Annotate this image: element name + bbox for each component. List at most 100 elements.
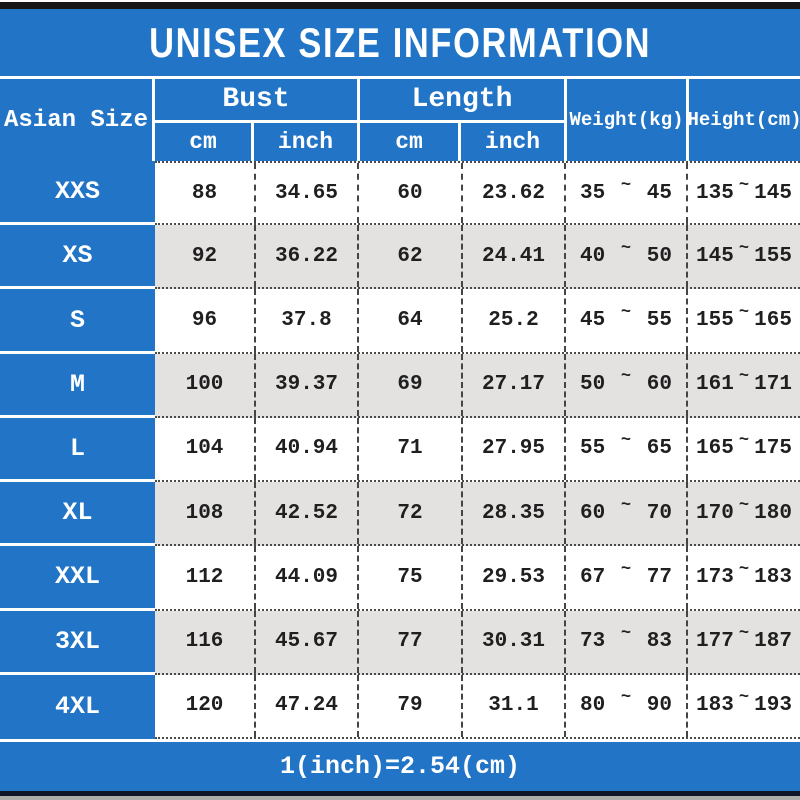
weight-max: 65 <box>646 437 672 461</box>
tilde-glyph: ~ <box>620 559 632 579</box>
weight-max: 90 <box>646 694 672 718</box>
height-range-cell: 165 ~ 175 <box>686 417 800 481</box>
height-range-cell: 170 ~ 180 <box>686 482 800 545</box>
tilde-glyph: ~ <box>620 688 632 708</box>
tilde-glyph: ~ <box>738 238 750 258</box>
bust-subheaders: cm inch <box>155 123 357 161</box>
length-inch-cell: 29.53 <box>461 546 564 609</box>
height-range-cell: 135 ~ 145 <box>686 163 800 224</box>
tilde-glyph: ~ <box>738 303 750 323</box>
length-cm-cell: 79 <box>357 674 461 737</box>
height-max: 180 <box>754 501 792 525</box>
length-cm-cell: 64 <box>357 289 461 352</box>
size-cell: 3XL <box>0 610 155 675</box>
length-inch-cell: 25.2 <box>461 289 564 352</box>
table-row-m: M 100 39.37 69 27.17 50 ~ 60 161 ~ 171 <box>0 353 800 418</box>
size-cell: 4XL <box>0 674 155 739</box>
tilde-glyph: ~ <box>620 431 632 451</box>
table-body: XXS 88 34.65 60 23.62 35 ~ 45 135 ~ 145 … <box>0 161 800 739</box>
weight-range-cell: 67 ~ 77 <box>564 546 686 609</box>
tilde-glyph: ~ <box>738 559 750 579</box>
height-max: 155 <box>754 244 792 268</box>
height-max: 187 <box>754 630 792 654</box>
column-header-weight: Weight(kg) <box>564 79 686 161</box>
bust-cm-cell: 88 <box>191 181 218 205</box>
size-cell: XXL <box>0 546 155 611</box>
height-max: 145 <box>754 181 792 205</box>
height-range-cell: 155 ~ 165 <box>686 289 800 352</box>
height-min: 183 <box>696 694 734 718</box>
row-values: 120 47.24 79 31.1 80 ~ 90 183 ~ 193 <box>155 674 800 739</box>
column-header-bust: Bust <box>155 79 357 123</box>
weight-range-cell: 80 ~ 90 <box>564 674 686 737</box>
title-band: UNISEX SIZE INFORMATION <box>0 9 800 76</box>
height-min: 165 <box>696 437 734 461</box>
tilde-glyph: ~ <box>738 495 750 515</box>
weight-min: 67 <box>580 565 606 589</box>
bust-inch-cell: 45.67 <box>254 610 357 673</box>
height-range-cell: 145 ~ 155 <box>686 225 800 288</box>
weight-max: 50 <box>646 244 672 268</box>
table-row-l: L 104 40.94 71 27.95 55 ~ 65 165 ~ 175 <box>0 417 800 483</box>
size-cell: XL <box>0 482 155 547</box>
weight-range-cell: 35 ~ 45 <box>564 163 686 224</box>
subheader-length-inch: inch <box>484 129 541 155</box>
length-cm-cell: 60 <box>357 163 461 224</box>
height-min: 155 <box>696 309 734 333</box>
length-cm-cell: 77 <box>357 610 461 673</box>
length-cm-cell: 62 <box>357 225 461 288</box>
tilde-glyph: ~ <box>620 303 632 323</box>
title-header-divider <box>0 76 800 79</box>
column-group-length: Length cm inch <box>357 79 564 161</box>
bust-cm-cell: 96 <box>191 309 218 333</box>
weight-min: 73 <box>580 630 606 654</box>
bust-cm-cell: 108 <box>185 501 224 525</box>
height-min: 161 <box>696 373 734 397</box>
tilde-glyph: ~ <box>738 624 750 644</box>
length-cm-cell: 69 <box>357 353 461 416</box>
weight-max: 60 <box>646 373 672 397</box>
subheader-length-cm: cm <box>360 123 461 161</box>
length-inch-cell: 24.41 <box>461 225 564 288</box>
bust-inch-cell: 37.8 <box>254 289 357 352</box>
length-cm-cell: 71 <box>357 417 461 481</box>
bust-inch-cell: 40.94 <box>254 417 357 481</box>
length-inch-cell: 27.17 <box>461 353 564 416</box>
height-range-cell: 183 ~ 193 <box>686 674 800 737</box>
length-inch-cell: 30.31 <box>461 610 564 673</box>
row-values: 116 45.67 77 30.31 73 ~ 83 177 ~ 187 <box>155 610 800 675</box>
size-cell: XXS <box>0 161 155 226</box>
length-subheaders: cm inch <box>360 123 564 161</box>
height-max: 175 <box>754 437 792 461</box>
top-black-bar <box>0 2 800 9</box>
table-header: Asian Size Bust cm inch Length cm inch W… <box>0 79 800 161</box>
column-header-asian-size: Asian Size <box>0 79 155 161</box>
weight-max: 83 <box>646 630 672 654</box>
bust-inch-cell: 47.24 <box>254 674 357 737</box>
height-max: 165 <box>754 309 792 333</box>
weight-min: 40 <box>580 244 606 268</box>
length-cm-cell: 75 <box>357 546 461 609</box>
table-row-xxs: XXS 88 34.65 60 23.62 35 ~ 45 135 ~ 145 <box>0 161 800 226</box>
bust-cm-cell: 92 <box>191 244 218 268</box>
height-min: 177 <box>696 630 734 654</box>
weight-min: 80 <box>580 694 606 718</box>
height-range-cell: 173 ~ 183 <box>686 546 800 609</box>
table-row-xs: XS 92 36.22 62 24.41 40 ~ 50 145 ~ 155 <box>0 225 800 290</box>
tilde-glyph: ~ <box>738 367 750 387</box>
height-range-cell: 177 ~ 187 <box>686 610 800 673</box>
weight-range-cell: 60 ~ 70 <box>564 482 686 545</box>
bust-cm-cell: 104 <box>185 437 224 461</box>
weight-max: 77 <box>646 565 672 589</box>
height-range-cell: 161 ~ 171 <box>686 353 800 416</box>
row-values: 112 44.09 75 29.53 67 ~ 77 173 ~ 183 <box>155 546 800 611</box>
length-inch-cell: 27.95 <box>461 417 564 481</box>
bust-cm-cell: 112 <box>185 565 224 589</box>
table-row-4xl: 4XL 120 47.24 79 31.1 80 ~ 90 183 ~ 193 <box>0 674 800 739</box>
bust-inch-cell: 36.22 <box>254 225 357 288</box>
weight-range-cell: 50 ~ 60 <box>564 353 686 416</box>
page-title: UNISEX SIZE INFORMATION <box>148 18 652 66</box>
bust-inch-cell: 34.65 <box>254 163 357 224</box>
column-header-height: Height(cm) <box>686 79 800 161</box>
